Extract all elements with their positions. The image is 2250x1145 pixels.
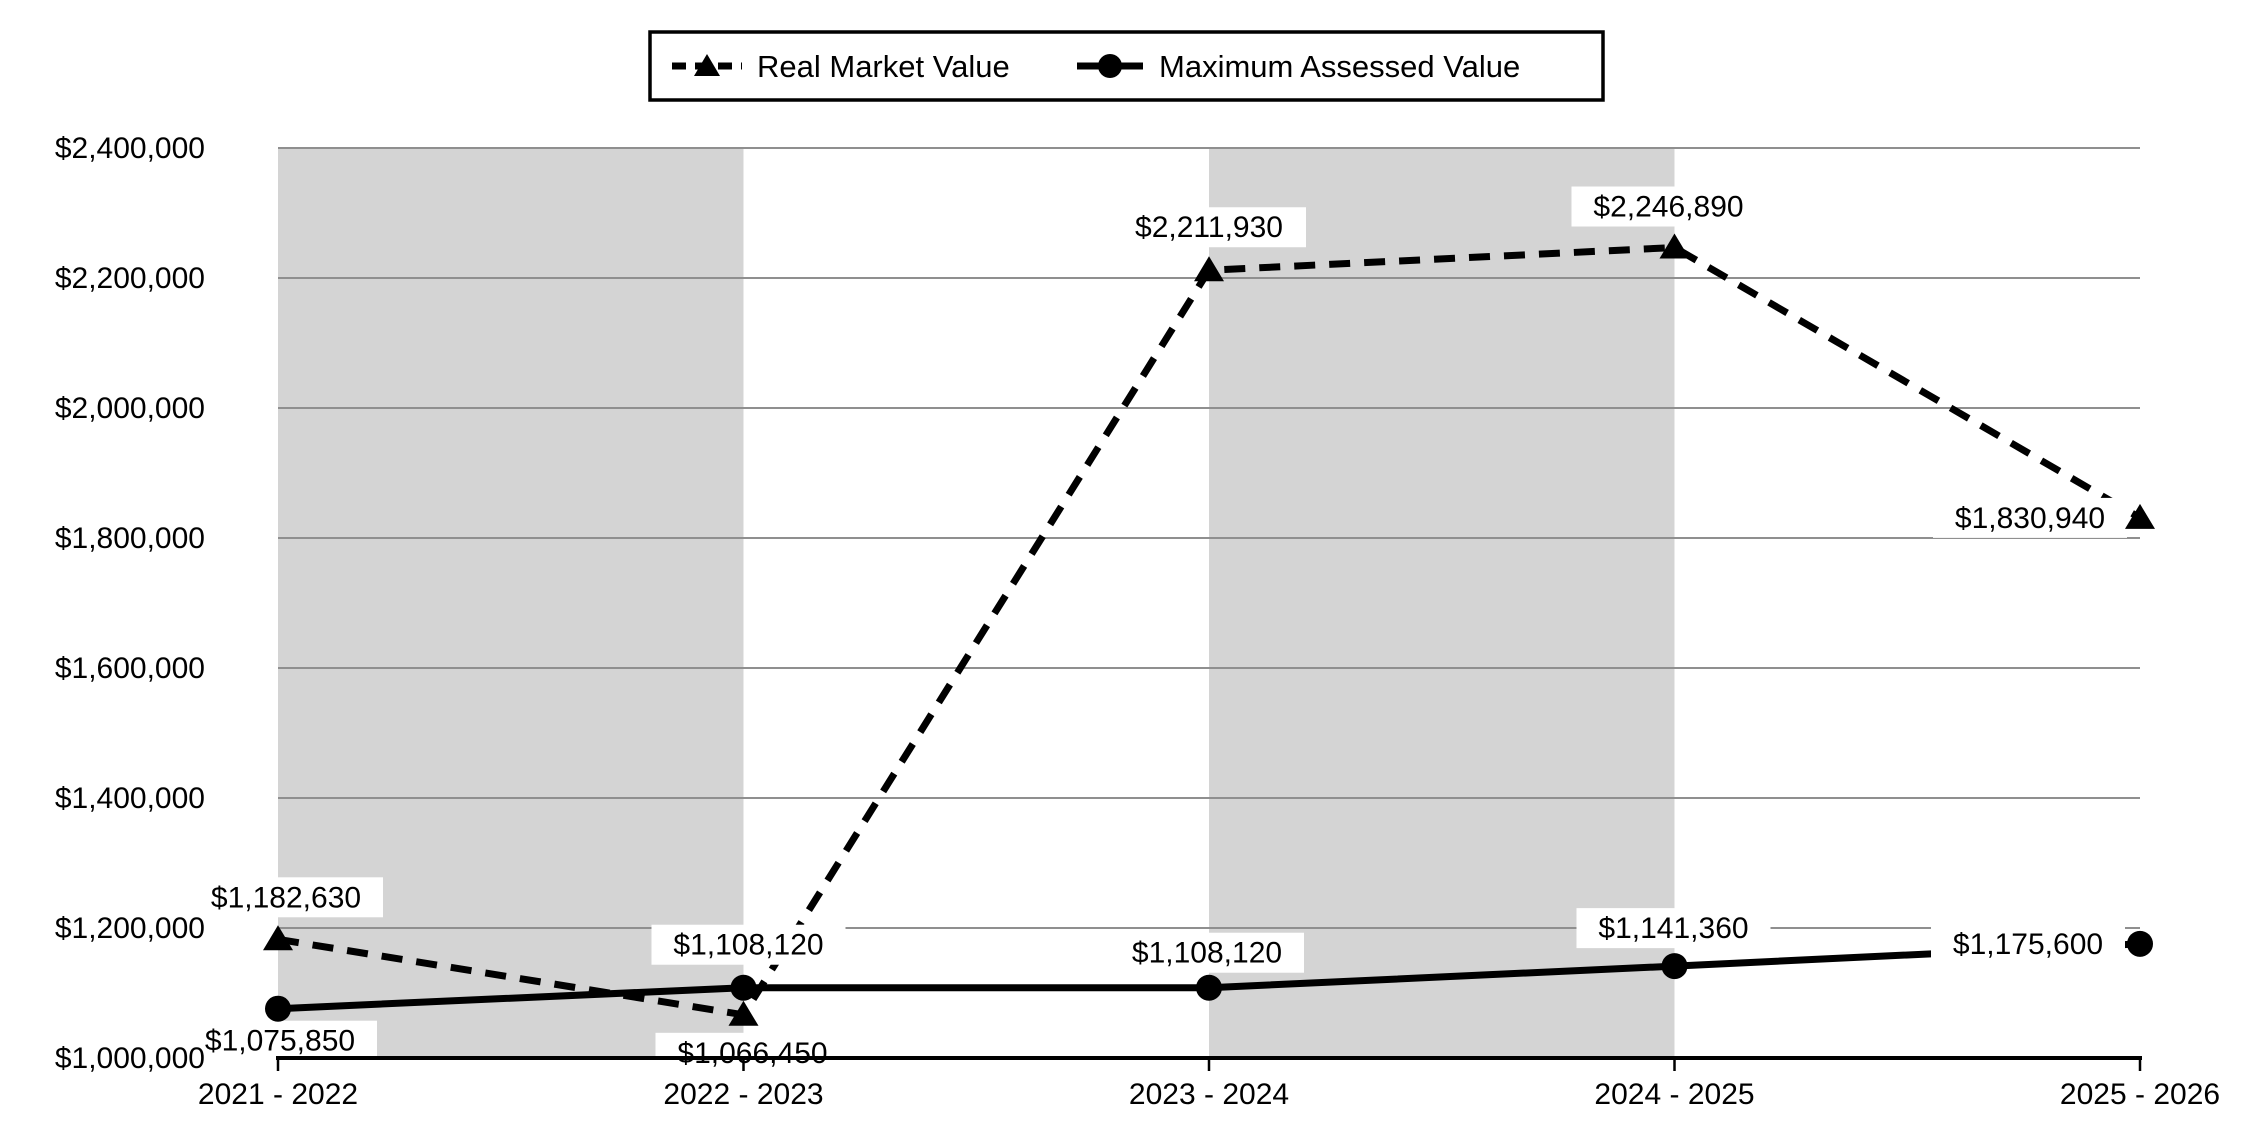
data-label: $1,830,940 (1955, 502, 2105, 535)
y-tick-label: $2,000,000 (55, 392, 205, 425)
data-label-bg (1931, 923, 2125, 964)
data-label: $2,211,930 (1135, 211, 1283, 244)
legend-triangle-marker-icon (694, 54, 720, 76)
y-tick-label: $1,000,000 (55, 1042, 205, 1075)
circle-marker (1661, 953, 1688, 980)
data-label: $1,141,360 (1598, 912, 1748, 945)
data-label-bg (1571, 186, 1766, 227)
y-tick-label: $1,600,000 (55, 652, 205, 685)
shaded-band (1209, 148, 1675, 1058)
legend-circle-marker-icon (1098, 54, 1122, 78)
y-tick-label: $2,400,000 (55, 132, 205, 165)
triangle-marker (263, 925, 293, 951)
data-label-bg (189, 877, 383, 918)
data-label: $1,108,120 (673, 929, 823, 962)
data-label: $1,182,630 (211, 881, 361, 914)
data-label: $1,075,850 (205, 1025, 355, 1058)
legend-label-maximum-assessed-value: Maximum Assessed Value (1159, 49, 1520, 84)
y-tick-label: $1,800,000 (55, 522, 205, 555)
data-label: $1,175,600 (1953, 928, 2103, 961)
legend-label-real-market-value: Real Market Value (757, 49, 1010, 84)
x-tick-label: 2022 - 2023 (663, 1078, 823, 1111)
x-tick-label: 2025 - 2026 (2060, 1078, 2220, 1111)
x-tick-label: 2024 - 2025 (1594, 1078, 1754, 1111)
y-tick-label: $2,200,000 (55, 262, 205, 295)
data-label-bg (655, 1032, 850, 1073)
data-label: $1,066,450 (677, 1037, 827, 1070)
data-label-bg (1576, 908, 1771, 949)
shaded-band (278, 148, 744, 1058)
data-label-bg (1933, 497, 2127, 538)
y-tick-label: $1,200,000 (55, 912, 205, 945)
data-label: $2,246,890 (1593, 191, 1743, 224)
triangle-marker (1194, 256, 1224, 282)
data-label: $1,108,120 (1132, 937, 1282, 970)
triangle-marker (2125, 503, 2155, 529)
triangle-marker (1659, 233, 1690, 259)
data-label-bg (1110, 932, 1304, 973)
y-tick-label: $1,400,000 (55, 782, 205, 815)
x-tick-label: 2023 - 2024 (1129, 1078, 1289, 1111)
data-label-bg (651, 924, 846, 965)
circle-marker (730, 974, 757, 1001)
triangle-marker (728, 1000, 759, 1026)
circle-marker (1196, 974, 1222, 1001)
data-label-bg (183, 1020, 377, 1061)
x-tick-label: 2021 - 2022 (198, 1078, 358, 1111)
data-label-bg (1112, 207, 1306, 248)
circle-marker (2127, 930, 2153, 957)
circle-marker (265, 995, 291, 1022)
